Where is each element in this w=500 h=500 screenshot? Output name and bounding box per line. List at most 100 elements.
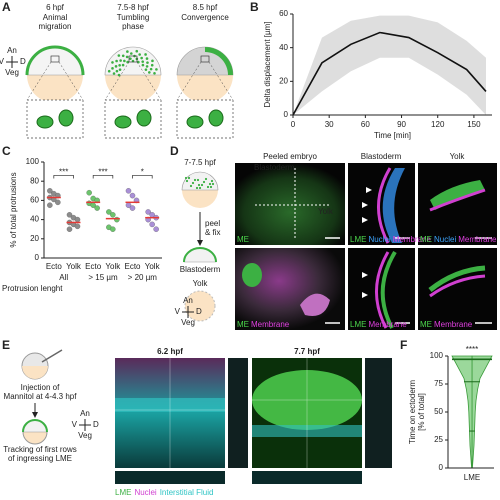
legend-entry: Membrane: [458, 235, 497, 244]
significance: *: [141, 168, 144, 177]
legend-entry: LME: [115, 488, 131, 497]
legend-entry: ME: [237, 320, 249, 329]
dot: [125, 188, 132, 194]
label: 8.5 hpf: [193, 3, 218, 12]
shape: [208, 109, 224, 127]
label: F: [400, 338, 407, 352]
shape: [111, 61, 114, 64]
legend: ME Membrane: [420, 320, 473, 329]
group-label: > 20 µm: [128, 273, 158, 282]
x-axis-label: Protrusion lenght: [2, 284, 63, 293]
shape: [148, 71, 151, 74]
shape: [149, 67, 153, 71]
x-tick-label: 90: [397, 120, 406, 129]
x-tick-label: Yolk: [105, 262, 121, 271]
dot: [110, 226, 116, 232]
label: Yolk: [318, 207, 334, 216]
dot: [74, 216, 81, 223]
shape: [138, 53, 141, 56]
y-axis-label: % of total protrusions: [9, 172, 18, 247]
shape: [26, 61, 52, 101]
shape: [155, 68, 158, 71]
shape: [176, 99, 234, 139]
label: phase: [122, 22, 144, 31]
label: 6.2 hpf: [157, 347, 183, 356]
shape: [32, 412, 38, 418]
label: A: [2, 0, 11, 14]
shape: [41, 349, 63, 363]
shape: [114, 65, 118, 68]
shape: [58, 109, 74, 127]
shape: [151, 59, 154, 63]
label: An: [7, 46, 17, 55]
label: Tumbling: [117, 13, 150, 22]
shape: [183, 247, 217, 263]
x-tick-label: 60: [361, 120, 370, 129]
shape: [185, 179, 189, 183]
shape: [200, 55, 210, 63]
dot: [153, 226, 159, 232]
dot: [145, 209, 151, 215]
shape: [117, 73, 121, 77]
shape: [197, 183, 201, 187]
line: [292, 31, 487, 116]
x-axis-label: Time [min]: [374, 131, 411, 140]
shape: [119, 59, 122, 62]
label: Veg: [78, 431, 92, 440]
dot: [66, 212, 73, 218]
significance: ***: [59, 168, 68, 177]
label: Veg: [5, 68, 19, 77]
shape: [145, 57, 149, 60]
shape: [125, 55, 129, 59]
shape: [104, 99, 162, 139]
y-tick-label: 100: [26, 157, 40, 166]
micrographs-e: [115, 358, 392, 484]
label: D: [20, 57, 26, 66]
x-tick-label: 120: [431, 120, 445, 129]
label: Tracking of first rows: [3, 445, 77, 454]
y-tick-label: 80: [30, 176, 39, 185]
shape: [208, 182, 212, 186]
shape: [26, 99, 84, 139]
shape: [206, 185, 210, 189]
shape: [115, 59, 118, 63]
shape: [131, 59, 135, 63]
dot: [55, 199, 61, 206]
shape: [58, 61, 84, 101]
shape: [191, 181, 195, 185]
shape: [118, 63, 121, 67]
y-axis-label: Time on ectoderm: [408, 380, 417, 445]
label: V: [72, 420, 78, 429]
legend: ME Membrane: [237, 320, 290, 329]
shape: [182, 190, 218, 208]
label: peel: [205, 219, 220, 228]
dot: [47, 188, 53, 194]
label: D: [93, 420, 99, 429]
x-tick-label: 0: [291, 120, 296, 129]
shape: [135, 49, 139, 53]
legend: LME Nuclei Interstitial Fluid: [115, 488, 213, 497]
shape: [22, 366, 48, 379]
shape: [107, 69, 111, 73]
significance: ****: [466, 345, 478, 354]
legend-entry: Nuclei: [368, 235, 390, 244]
x-tick-label: Ecto: [46, 262, 63, 271]
shape: [195, 186, 199, 190]
label: E: [2, 338, 10, 352]
shape: [189, 184, 193, 188]
shape: [126, 50, 129, 53]
shape: [183, 247, 217, 263]
shape: [140, 56, 143, 60]
shape: [115, 69, 119, 73]
label: 7.7 hpf: [294, 347, 320, 356]
shape: [187, 176, 191, 180]
x-tick-label: LME: [464, 473, 480, 482]
label: D: [196, 307, 202, 316]
dot: [129, 205, 136, 211]
label: B: [250, 0, 259, 14]
shape: [145, 65, 149, 68]
y-tick-label: 60: [30, 196, 39, 205]
x-tick-label: Ecto: [85, 262, 102, 271]
y-tick-label: 100: [430, 351, 444, 360]
